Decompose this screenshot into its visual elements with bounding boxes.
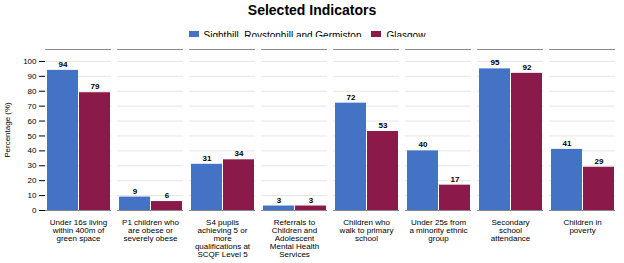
svg-text:Children whowalk to primarysch: Children whowalk to primaryschool bbox=[339, 218, 394, 243]
html-text:Selected Indicators: Selected Indicators bbox=[247, 2, 377, 18]
svg-text:50: 50 bbox=[28, 132, 37, 141]
svg-text:40: 40 bbox=[28, 146, 37, 155]
svg-text:Referrals toChildren andAdoles: Referrals toChildren andAdolescentMental… bbox=[270, 218, 319, 259]
svg-text:Percentage (%): Percentage (%) bbox=[3, 102, 12, 158]
svg-text:34: 34 bbox=[235, 149, 244, 158]
svg-text:94: 94 bbox=[59, 60, 68, 69]
svg-text:9: 9 bbox=[133, 187, 138, 196]
svg-text:60: 60 bbox=[28, 117, 37, 126]
svg-text:92: 92 bbox=[523, 63, 532, 72]
svg-text:3: 3 bbox=[309, 196, 314, 205]
svg-text:31: 31 bbox=[203, 154, 212, 163]
svg-text:20: 20 bbox=[28, 176, 37, 185]
svg-text:Under 25s froma minority ethni: Under 25s froma minority ethnicgroup bbox=[409, 218, 467, 243]
svg-text:40: 40 bbox=[419, 140, 428, 149]
svg-text:6: 6 bbox=[165, 191, 170, 200]
svg-text:P1 children whoare obese orsev: P1 children whoare obese orseverely obes… bbox=[122, 218, 179, 243]
svg-text:30: 30 bbox=[28, 161, 37, 170]
svg-text:80: 80 bbox=[28, 87, 37, 96]
svg-text:S4 pupilsachieving 5 ormorequa: S4 pupilsachieving 5 ormorequalification… bbox=[195, 218, 251, 259]
svg-text:72: 72 bbox=[347, 93, 356, 102]
svg-text:90: 90 bbox=[28, 72, 37, 81]
svg-text:Secondaryschoolattendance: Secondaryschoolattendance bbox=[491, 218, 531, 243]
svg-text:95: 95 bbox=[491, 58, 500, 67]
svg-text:29: 29 bbox=[595, 157, 604, 166]
svg-text:Children inpoverty: Children inpoverty bbox=[563, 218, 601, 235]
svg-text:0: 0 bbox=[32, 206, 37, 215]
svg-text:17: 17 bbox=[451, 175, 460, 184]
svg-text:3: 3 bbox=[277, 196, 282, 205]
svg-text:10: 10 bbox=[28, 191, 37, 200]
svg-text:79: 79 bbox=[91, 82, 100, 91]
svg-text:41: 41 bbox=[563, 139, 572, 148]
svg-text:53: 53 bbox=[379, 121, 388, 130]
svg-text:70: 70 bbox=[28, 102, 37, 111]
svg-text:100: 100 bbox=[23, 57, 37, 66]
svg-text:Under 16s livingwithin 400m of: Under 16s livingwithin 400m ofgreen spac… bbox=[50, 218, 107, 243]
